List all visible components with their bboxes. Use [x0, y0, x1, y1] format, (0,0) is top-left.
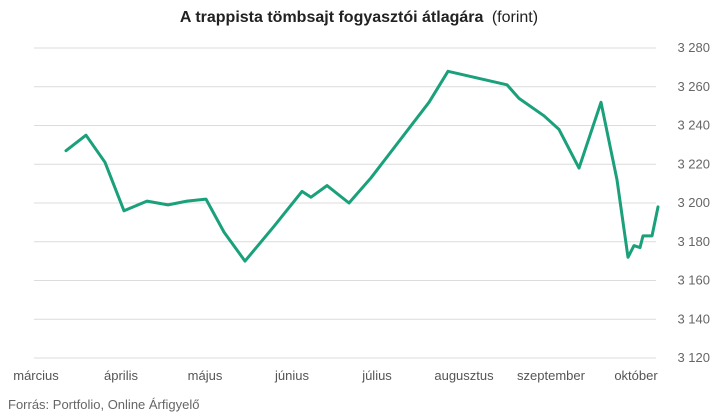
x-tick-label: június [274, 368, 309, 383]
x-tick-label: augusztus [434, 368, 494, 383]
x-tick-label: október [614, 368, 658, 383]
y-tick-label: 3 280 [677, 40, 710, 55]
x-tick-label: április [104, 368, 138, 383]
price-series-line [64, 69, 660, 263]
x-tick-label: március [13, 368, 59, 383]
x-tick-label: július [361, 368, 392, 383]
gridlines [34, 47, 656, 359]
y-tick-label: 3 120 [677, 350, 710, 365]
y-tick-label: 3 240 [677, 118, 710, 133]
chart-title-unit: (forint) [492, 9, 538, 26]
chart-title-main: A trappista tömbsajt fogyasztói átlagára [180, 9, 484, 26]
y-tick-label: 3 260 [677, 79, 710, 94]
chart-title: A trappista tömbsajt fogyasztói átlagára… [180, 9, 538, 26]
y-tick-label: 3 160 [677, 273, 710, 288]
x-tick-label: május [188, 368, 223, 383]
y-tick-label: 3 220 [677, 156, 710, 171]
y-axis-tick-labels: 3 120 3 140 3 160 3 180 3 200 3 220 3 240 3 260… [677, 40, 710, 365]
y-tick-label: 3 140 [677, 311, 710, 326]
y-tick-label: 3 200 [677, 195, 710, 210]
x-axis-tick-labels: március április május június július augusztus… [13, 368, 658, 383]
source-note: Forrás: Portfolio, Online Árfigyelő [8, 397, 199, 412]
y-tick-label: 3 180 [677, 234, 710, 249]
series-group [64, 69, 660, 263]
x-tick-label: szeptember [517, 368, 586, 383]
